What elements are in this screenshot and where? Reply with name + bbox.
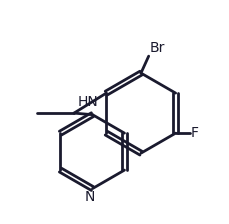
Text: Br: Br <box>149 41 164 55</box>
Text: N: N <box>84 190 94 204</box>
Text: HN: HN <box>77 95 98 109</box>
Text: F: F <box>190 126 198 140</box>
